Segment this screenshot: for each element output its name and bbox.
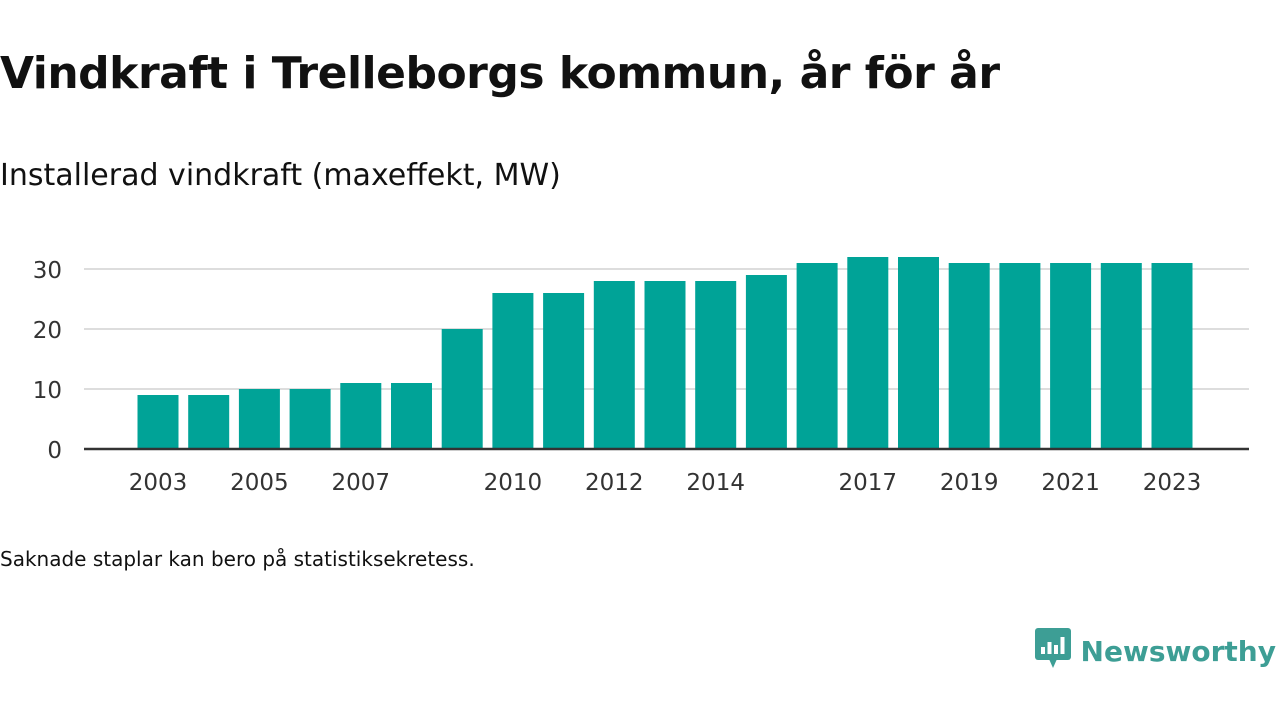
brand-logo[interactable]: Newsworthy xyxy=(1034,628,1276,674)
bar-2003 xyxy=(137,395,179,449)
x-axis-ticks: 2003 2005 2007 2010 2012 2014 2017 2019 2021 2023 xyxy=(129,470,1202,496)
chart-title: Vindkraft i Trelleborgs kommun, år för å… xyxy=(0,48,1000,99)
x-tick-label: 2005 xyxy=(230,470,289,496)
bar-2011 xyxy=(543,293,585,449)
bar-2018 xyxy=(898,257,939,449)
bar-2006 xyxy=(289,389,331,449)
bar-2008 xyxy=(391,383,432,449)
chart-subtitle: Installerad vindkraft (maxeffekt, MW) xyxy=(0,158,561,193)
bar-2016 xyxy=(796,263,838,449)
y-axis-ticks: 0 10 20 30 xyxy=(33,258,62,464)
y-tick-label: 30 xyxy=(33,258,62,284)
bar-2022 xyxy=(1100,263,1142,449)
x-tick-label: 2014 xyxy=(686,470,745,496)
bar-2014 xyxy=(695,281,737,449)
x-tick-label: 2023 xyxy=(1143,470,1202,496)
brand-name: Newsworthy xyxy=(1080,634,1276,668)
bar-2010 xyxy=(492,293,534,449)
bar-2013 xyxy=(644,281,686,449)
bar-2007 xyxy=(340,383,382,449)
newsworthy-chat-bar-icon xyxy=(1034,628,1071,674)
x-tick-label: 2021 xyxy=(1041,470,1100,496)
bar-2012 xyxy=(593,281,635,449)
y-tick-label: 20 xyxy=(33,318,62,344)
y-tick-label: 0 xyxy=(47,438,62,464)
x-tick-label: 2017 xyxy=(839,470,898,496)
x-tick-label: 2012 xyxy=(585,470,644,496)
x-tick-label: 2010 xyxy=(484,470,543,496)
bar-2019 xyxy=(948,263,990,449)
bar-2021 xyxy=(1050,263,1092,449)
x-tick-label: 2003 xyxy=(129,470,188,496)
x-tick-label: 2019 xyxy=(940,470,999,496)
footnote: Saknade staplar kan bero på statistiksek… xyxy=(0,547,475,571)
bar-2004 xyxy=(188,395,230,449)
bar-2023 xyxy=(1151,263,1193,449)
bar-2009 xyxy=(441,329,483,449)
bar-2017 xyxy=(847,257,889,449)
bar-2015 xyxy=(745,275,787,449)
bar-2005 xyxy=(238,389,280,449)
x-tick-label: 2007 xyxy=(332,470,391,496)
bar-2020 xyxy=(999,263,1041,449)
y-tick-label: 10 xyxy=(33,378,62,404)
bars xyxy=(137,257,1193,449)
